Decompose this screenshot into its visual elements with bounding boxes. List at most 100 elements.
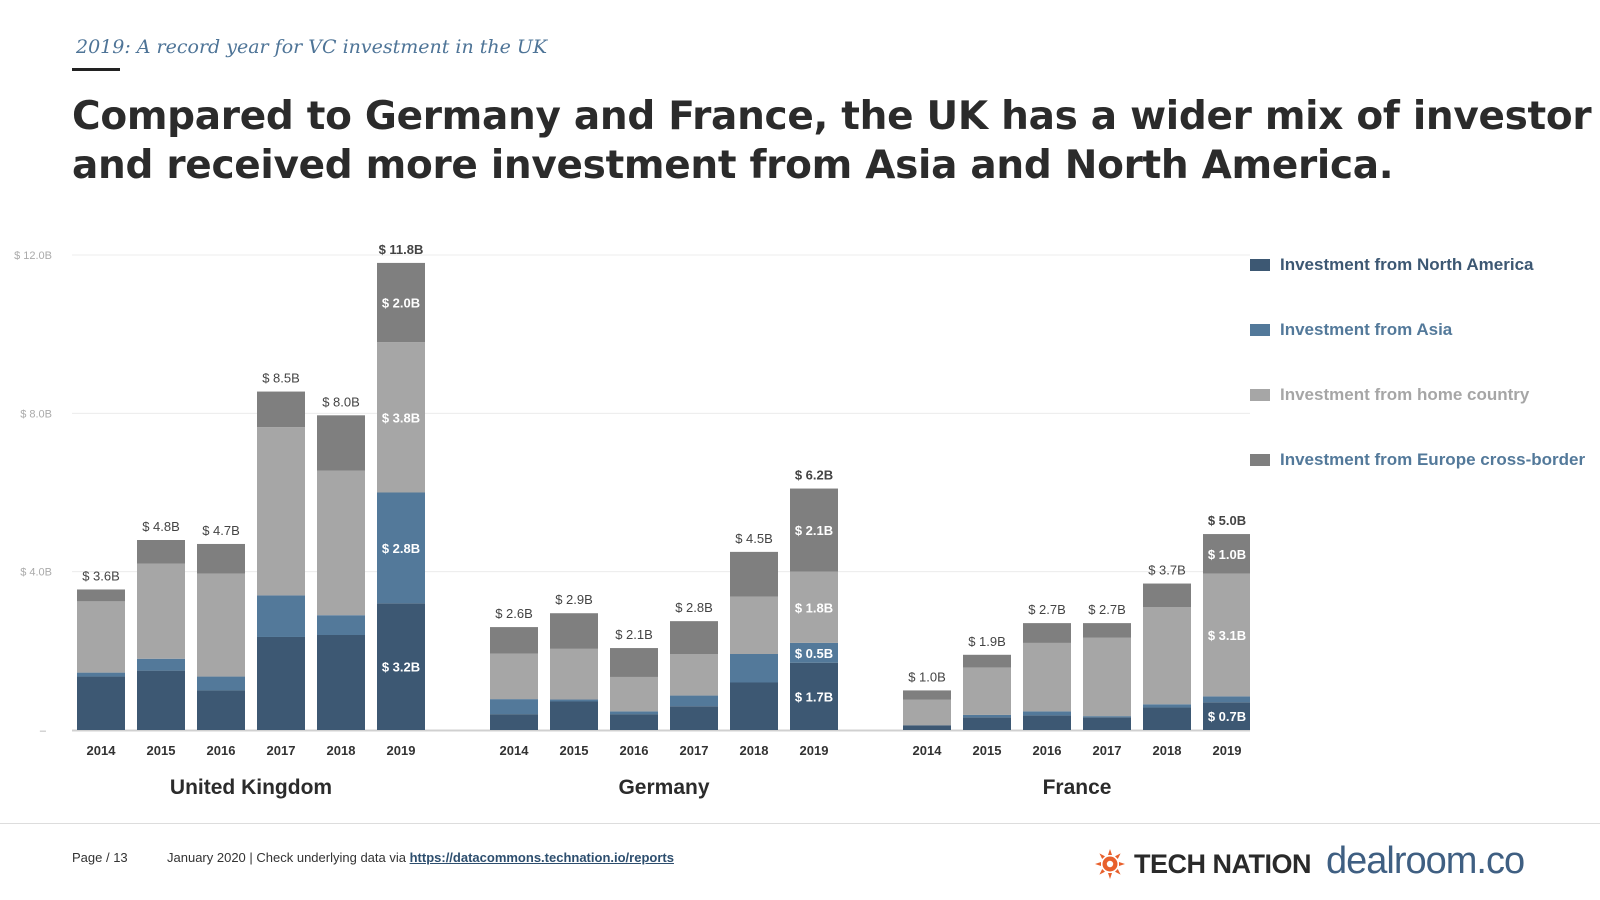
bar-segment-united-kingdom-2018-investment-from-asia [317, 615, 365, 635]
x-tick-label: 2015 [147, 743, 176, 758]
legend-label-north-america: Investment from North America [1280, 255, 1534, 274]
bar-segment-united-kingdom-2015-investment-from-home-country [137, 563, 185, 659]
x-tick-label: 2017 [680, 743, 709, 758]
bar-segment-france-2015-investment-from-asia [963, 714, 1011, 718]
bar-segment-france-2015-investment-from-europe-cross-border [963, 654, 1011, 668]
legend-swatch-europe-cross-border [1250, 454, 1270, 466]
x-tick-label: 2017 [267, 743, 296, 758]
tech-nation-sun-icon [1095, 849, 1125, 879]
bar-segment-germany-2015-investment-from-europe-cross-border [550, 613, 598, 649]
x-tick-label: 2018 [740, 743, 769, 758]
bar-segment-france-2018-investment-from-home-country [1143, 607, 1191, 705]
bar-segment-germany-2014-investment-from-asia [490, 699, 538, 715]
x-tick-label: 2014 [913, 743, 943, 758]
bar-segment-united-kingdom-2017-investment-from-north-america [257, 636, 305, 730]
legend-label-europe-cross-border: Investment from Europe cross-border [1280, 450, 1586, 469]
bar-segment-france-2019-investment-from-home-country [1203, 573, 1250, 697]
legend-item-asia: Investment from Asia [1250, 320, 1452, 340]
bar-segment-germany-2014-investment-from-north-america [490, 714, 538, 730]
bar-segment-germany-2015-investment-from-asia [550, 699, 598, 702]
bar-segment-united-kingdom-2019-investment-from-europe-cross-border [377, 262, 425, 343]
bar-segment-germany-2015-investment-from-home-country [550, 648, 598, 700]
legend-item-europe-cross-border: Investment from Europe cross-border [1250, 450, 1585, 470]
footer-note-text: January 2020 | Check underlying data via [167, 850, 410, 865]
bar-segment-france-2017-investment-from-home-country [1083, 637, 1131, 717]
bar-total-label: $ 6.2B [795, 468, 833, 483]
bar-segment-france-2015-investment-from-north-america [963, 717, 1011, 730]
segment-label: $ 0.5B [795, 646, 833, 661]
bar-segment-germany-2019-investment-from-home-country [790, 571, 838, 643]
bar-total-label: $ 5.0B [1208, 513, 1246, 528]
bar-total-label: $ 8.0B [322, 394, 360, 409]
bar-segment-united-kingdom-2015-investment-from-europe-cross-border [137, 540, 185, 564]
bar-segment-germany-2014-investment-from-home-country [490, 653, 538, 700]
bar-segment-united-kingdom-2018-investment-from-europe-cross-border [317, 415, 365, 471]
bar-segment-germany-2017-investment-from-north-america [670, 706, 718, 730]
bar-segment-united-kingdom-2016-investment-from-asia [197, 676, 245, 691]
bar-segment-germany-2015-investment-from-north-america [550, 701, 598, 730]
page-number: Page / 13 [72, 850, 128, 865]
bar-total-label: $ 4.8B [142, 519, 180, 534]
legend-item-home-country: Investment from home country [1250, 385, 1529, 405]
bar-segment-germany-2019-investment-from-asia [790, 642, 838, 663]
bar-total-label: $ 1.0B [908, 669, 946, 684]
bar-segment-germany-2018-investment-from-europe-cross-border [730, 551, 778, 597]
legend-swatch-home-country [1250, 389, 1270, 401]
segment-label: $ 3.8B [382, 410, 420, 425]
bar-segment-germany-2018-investment-from-asia [730, 654, 778, 683]
bar-total-label: $ 2.6B [495, 606, 533, 621]
bar-segment-germany-2019-investment-from-europe-cross-border [790, 488, 838, 572]
bar-segment-france-2019-investment-from-asia [1203, 696, 1250, 703]
bar-segment-united-kingdom-2018-investment-from-north-america [317, 635, 365, 730]
bar-segment-france-2017-investment-from-europe-cross-border [1083, 623, 1131, 638]
segment-label: $ 2.1B [795, 523, 833, 538]
bar-segment-germany-2017-investment-from-home-country [670, 654, 718, 696]
legend-swatch-north-america [1250, 259, 1270, 271]
bar-segment-united-kingdom-2019-investment-from-asia [377, 492, 425, 604]
bar-segment-germany-2017-investment-from-europe-cross-border [670, 621, 718, 654]
footer-divider [0, 823, 1600, 824]
x-tick-label: 2015 [560, 743, 589, 758]
kicker-subtitle: 2019: A record year for VC investment in… [76, 36, 548, 58]
segment-label: $ 3.2B [382, 660, 420, 675]
bar-total-label: $ 2.9B [555, 592, 593, 607]
bar-segment-france-2014-investment-from-europe-cross-border [903, 690, 951, 700]
bar-segment-france-2016-investment-from-asia [1023, 711, 1071, 716]
segment-label: $ 0.7B [1208, 709, 1246, 724]
x-tick-label: 2014 [87, 743, 117, 758]
y-tick-label: $ 4.0B [20, 567, 52, 579]
x-tick-label: 2018 [1153, 743, 1182, 758]
bar-total-label: $ 2.8B [675, 600, 713, 615]
bar-segment-france-2017-investment-from-north-america [1083, 717, 1131, 730]
bar-segment-france-2019-investment-from-north-america [1203, 702, 1250, 730]
bar-segment-united-kingdom-2014-investment-from-north-america [77, 676, 125, 730]
stacked-bar-chart: – $ 4.0B $ 8.0B $ 12.0B $ 3.6B 2014 $ 4.8B 2015… [14, 242, 1250, 799]
bar-segment-united-kingdom-2015-investment-from-asia [137, 658, 185, 671]
legend-label-asia: Investment from Asia [1280, 320, 1453, 339]
x-tick-label: 2015 [973, 743, 1002, 758]
x-tick-label: 2019 [387, 743, 416, 758]
bar-segment-france-2017-investment-from-asia [1083, 716, 1131, 718]
bar-segment-france-2016-investment-from-europe-cross-border [1023, 623, 1071, 643]
bar-segment-united-kingdom-2016-investment-from-europe-cross-border [197, 543, 245, 574]
y-tick-label: – [40, 725, 47, 737]
bar-total-label: $ 3.6B [82, 568, 120, 583]
bar-segment-united-kingdom-2017-investment-from-asia [257, 595, 305, 637]
data-source-link[interactable]: https://datacommons.technation.io/report… [409, 850, 674, 865]
bar-segment-france-2014-investment-from-home-country [903, 699, 951, 726]
bar-segment-france-2016-investment-from-north-america [1023, 715, 1071, 730]
bar-segment-germany-2017-investment-from-asia [670, 695, 718, 707]
bar-segment-united-kingdom-2017-investment-from-europe-cross-border [257, 391, 305, 428]
segment-label: $ 2.0B [382, 296, 420, 311]
legend-label-home-country: Investment from home country [1280, 385, 1530, 404]
x-tick-label: 2014 [500, 743, 530, 758]
bar-total-label: $ 2.7B [1088, 602, 1126, 617]
page-title-line-1: Compared to Germany and France, the UK h… [72, 94, 1592, 139]
x-tick-label: 2016 [207, 743, 236, 758]
x-tick-label: 2016 [1033, 743, 1062, 758]
segment-label: $ 1.0B [1208, 547, 1246, 562]
group-label-france: France [1043, 776, 1112, 799]
bar-segment-france-2019-investment-from-europe-cross-border [1203, 534, 1250, 574]
group-label-germany: Germany [618, 776, 709, 799]
bar-segment-germany-2018-investment-from-home-country [730, 596, 778, 654]
